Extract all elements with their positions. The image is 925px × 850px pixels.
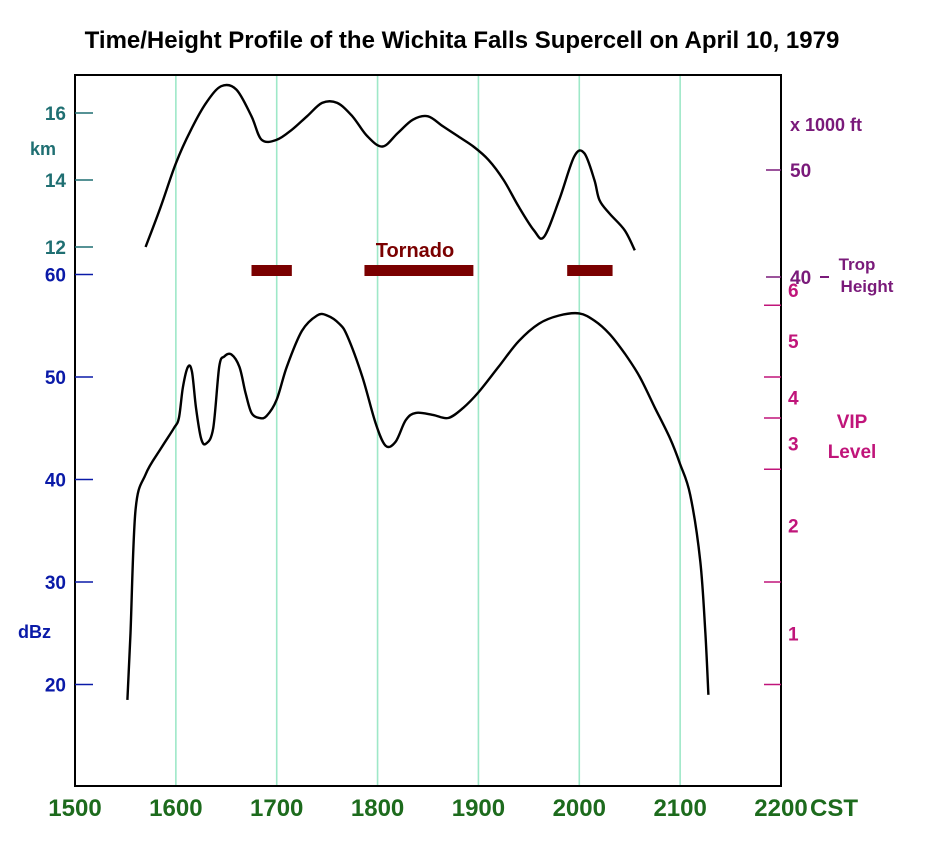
km-tick-label-14: 14 [45, 171, 67, 192]
km-tick-label-16: 16 [45, 104, 66, 125]
right-vip-axis: 1 2 3 4 5 6 [764, 281, 799, 686]
left-dbz-axis: 20 30 40 50 60 [45, 266, 93, 697]
x-tick-label-1600: 1600 [149, 795, 202, 822]
dbz-tick-label-60: 60 [45, 266, 66, 287]
x-tick-label-2000: 2000 [553, 795, 606, 822]
chart-title: Time/Height Profile of the Wichita Falls… [85, 27, 840, 54]
left-km-axis: 12 14 16 [45, 104, 93, 259]
dbz-axis-label: dBz [18, 622, 51, 642]
trop-label-line2: Height [841, 277, 894, 296]
vip-label-line1: VIP [837, 412, 868, 433]
dbz-tick-label-20: 20 [45, 676, 66, 697]
vip-level-label-2: 2 [788, 517, 799, 538]
ft-tick-label-50: 50 [790, 161, 811, 182]
x-tick-label-1900: 1900 [452, 795, 505, 822]
right-ft-axis: 40 50 [766, 161, 811, 289]
x-tick-label-1700: 1700 [250, 795, 303, 822]
plot-frame [74, 74, 782, 787]
x-tick-label-1500: 1500 [48, 795, 101, 822]
vip-level-label-6: 6 [788, 281, 799, 302]
tornado-bar-3 [567, 265, 613, 276]
vip-level-label-4: 4 [788, 389, 799, 410]
tornado-bar-1 [251, 265, 292, 276]
vip-level-label-1: 1 [788, 624, 799, 645]
series-layer [126, 83, 710, 700]
tornado-label: Tornado [376, 240, 455, 262]
gridlines [175, 76, 681, 785]
km-tick-label-12: 12 [45, 238, 66, 259]
trop-label-line1: Trop [839, 255, 876, 274]
x-axis: 1500 1600 1700 1800 1900 2000 2100 2200 [48, 795, 807, 822]
x-axis-unit: CST [810, 795, 858, 822]
echo-top-height-line [144, 83, 636, 251]
x-tick-label-2200: 2200 [754, 795, 807, 822]
km-axis-label: km [30, 139, 56, 159]
dbz-tick-label-50: 50 [45, 368, 66, 389]
ft-axis-label: x 1000 ft [790, 115, 862, 135]
ft-tick-label-40: 40 [790, 268, 811, 289]
dbz-tick-label-30: 30 [45, 573, 66, 594]
x-tick-label-1800: 1800 [351, 795, 404, 822]
tornado-bar-2 [364, 265, 474, 276]
vip-level-label-5: 5 [788, 332, 799, 353]
x-tick-label-2100: 2100 [653, 795, 706, 822]
vip-level-label-3: 3 [788, 435, 799, 456]
vip-label-line2: Level [828, 442, 877, 463]
dbz-tick-label-40: 40 [45, 471, 66, 492]
max-reflectivity-line [126, 311, 710, 700]
tornado-bars [251, 265, 613, 276]
